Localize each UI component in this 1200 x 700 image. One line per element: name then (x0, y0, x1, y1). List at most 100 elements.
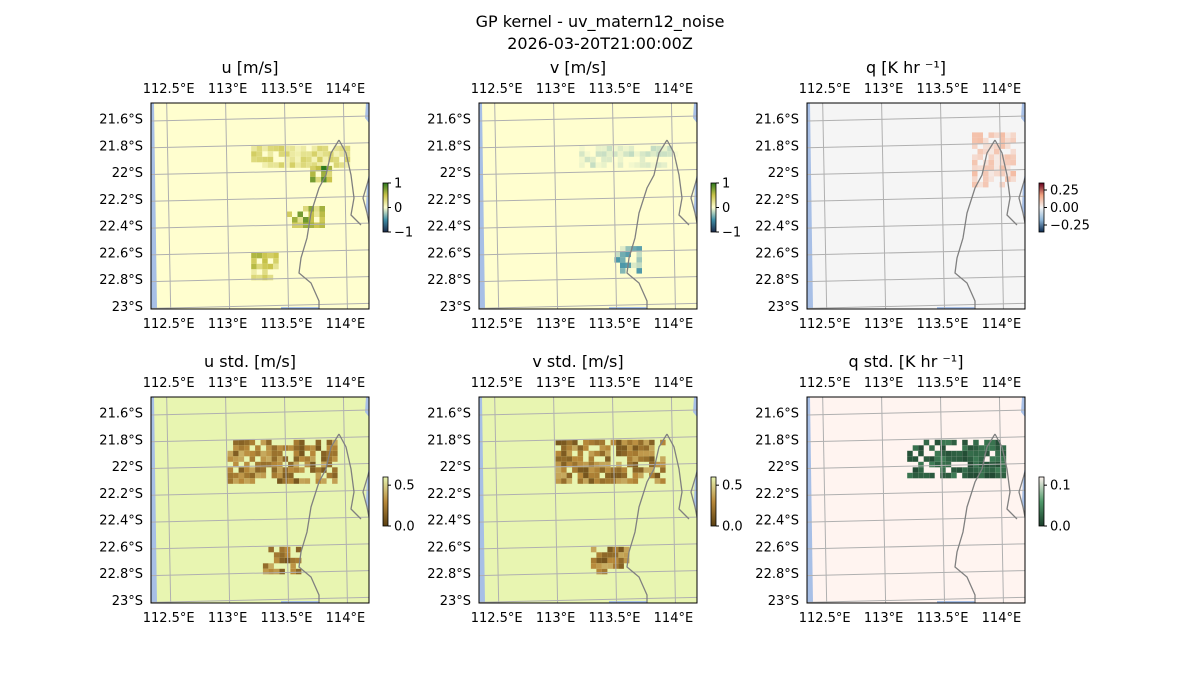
data-cell (649, 439, 655, 446)
data-cell (319, 217, 325, 223)
data-cell (326, 171, 333, 177)
data-cell (605, 472, 611, 479)
coastline-gulf (338, 139, 362, 226)
grid-parallel (151, 489, 369, 496)
data-cell (244, 450, 250, 457)
data-cell (929, 472, 935, 479)
data-cell (601, 145, 607, 152)
data-cell (299, 456, 305, 462)
data-cell (333, 156, 340, 163)
grid-parallel (479, 489, 697, 496)
heatmap-background (151, 397, 369, 603)
data-cell (634, 162, 640, 168)
colorbar-tick-label: 0.1 (1050, 479, 1071, 494)
lon-tick-label-bottom: 113.5°E (917, 611, 969, 626)
data-cell (266, 456, 272, 462)
data-cell (621, 478, 628, 484)
data-cell (262, 269, 268, 275)
data-cell (233, 445, 239, 451)
lon-tick-label-bottom: 114°E (326, 317, 366, 332)
ocean-top-right (693, 397, 697, 417)
data-cell (601, 557, 608, 564)
data-cell (983, 159, 989, 166)
colorbar (1038, 182, 1045, 233)
data-cell (999, 143, 1005, 149)
data-cell (625, 268, 631, 274)
data-cell (227, 450, 234, 457)
grid-parallel (151, 222, 369, 229)
data-cell (282, 467, 289, 473)
data-cell (238, 478, 245, 484)
data-cell (627, 439, 633, 446)
data-cell (262, 156, 268, 163)
grid-parallel (479, 543, 697, 550)
grid-meridian (881, 397, 887, 603)
data-cell (632, 472, 639, 479)
data-cell (956, 450, 963, 457)
data-cell (984, 450, 990, 457)
data-cell (962, 450, 968, 457)
colorbar (382, 182, 389, 233)
data-cell (299, 445, 305, 451)
data-cell (289, 145, 296, 152)
data-cell (661, 145, 668, 152)
panel-frame (806, 396, 1026, 604)
data-cell (605, 461, 611, 468)
coastline (298, 139, 340, 309)
data-cell (649, 467, 655, 473)
grid-meridian (612, 103, 618, 309)
data-cell (940, 467, 946, 473)
data-cell (273, 162, 279, 168)
data-cell (310, 450, 316, 457)
grid-meridian (670, 103, 676, 309)
data-cell (290, 568, 296, 575)
data-cell (667, 151, 673, 157)
heatmap-background (479, 103, 697, 309)
data-cell (590, 563, 597, 569)
data-cell (267, 252, 274, 259)
lat-tick-label: 21.8°S (755, 433, 799, 448)
data-cell (983, 181, 989, 188)
data-cell (255, 461, 261, 468)
lat-tick-label: 22°S (768, 460, 799, 475)
grid-parallel (479, 436, 697, 443)
data-cell (636, 246, 642, 252)
data-cell (977, 132, 983, 138)
colorbar-tick-label: −1 (394, 226, 413, 241)
lon-tick-label-top: 113.5°E (917, 82, 969, 97)
panel-5: v std. [m/s] 112.5°E 112.5°E 113°E 113°E 113.… (427, 352, 742, 626)
data-cell (988, 148, 994, 155)
data-cell (983, 148, 989, 155)
data-cell (989, 472, 996, 479)
grid-meridian (940, 397, 946, 603)
coastline-east (1018, 471, 1025, 518)
data-cell (918, 472, 924, 479)
data-cell (271, 467, 278, 473)
data-cell (667, 145, 673, 152)
data-cell (255, 467, 261, 473)
ocean-left-edge (807, 103, 813, 309)
data-cell (304, 445, 311, 451)
data-cell (972, 176, 978, 182)
data-cell (322, 162, 329, 168)
data-cell (572, 461, 578, 468)
data-cell (621, 439, 628, 446)
data-cell (977, 181, 983, 188)
lon-tick-label-bottom: 113.5°E (917, 317, 969, 332)
lon-tick-label-top: 113.5°E (261, 376, 313, 391)
lon-tick-label-bottom: 113°E (536, 317, 576, 332)
data-cell (279, 546, 285, 553)
data-cell (636, 251, 642, 258)
data-cell (610, 467, 617, 473)
ocean-left-edge (479, 397, 485, 603)
lat-tick-label: 22.2°S (99, 193, 143, 208)
data-cell (627, 456, 633, 462)
lat-tick-label: 22.8°S (755, 567, 799, 582)
data-cell (233, 461, 239, 468)
data-cell (292, 217, 298, 223)
data-cell (273, 552, 280, 558)
data-cell (660, 456, 666, 462)
data-cell (295, 568, 302, 575)
data-cell (588, 456, 595, 462)
panel-4: u std. [m/s] 112.5°E 112.5°E 113°E 113°E 113.… (99, 352, 414, 626)
